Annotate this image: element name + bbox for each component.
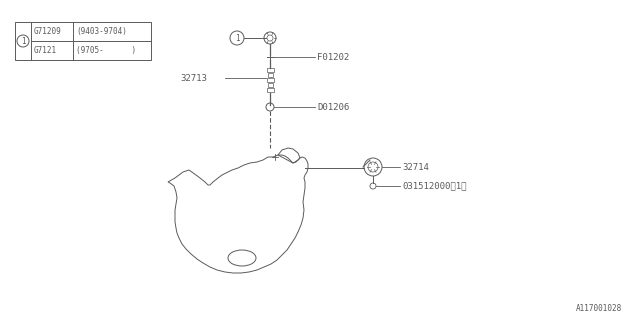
Text: (9403-9704): (9403-9704) — [76, 27, 127, 36]
FancyBboxPatch shape — [15, 22, 151, 60]
Text: 32713: 32713 — [180, 74, 207, 83]
FancyBboxPatch shape — [268, 83, 273, 87]
Text: D01206: D01206 — [317, 102, 349, 111]
FancyBboxPatch shape — [268, 73, 273, 77]
FancyBboxPatch shape — [266, 88, 273, 92]
Text: 031512000（1）: 031512000（1） — [402, 181, 467, 190]
Text: 32714: 32714 — [402, 163, 429, 172]
Text: G71209: G71209 — [34, 27, 61, 36]
Text: A117001028: A117001028 — [576, 304, 622, 313]
Text: 1: 1 — [20, 36, 26, 45]
Text: G7121: G7121 — [34, 45, 57, 54]
Text: (9705-      ): (9705- ) — [76, 45, 136, 54]
FancyBboxPatch shape — [266, 68, 273, 72]
FancyBboxPatch shape — [266, 78, 273, 82]
Text: F01202: F01202 — [317, 52, 349, 61]
Text: 1: 1 — [235, 34, 239, 43]
